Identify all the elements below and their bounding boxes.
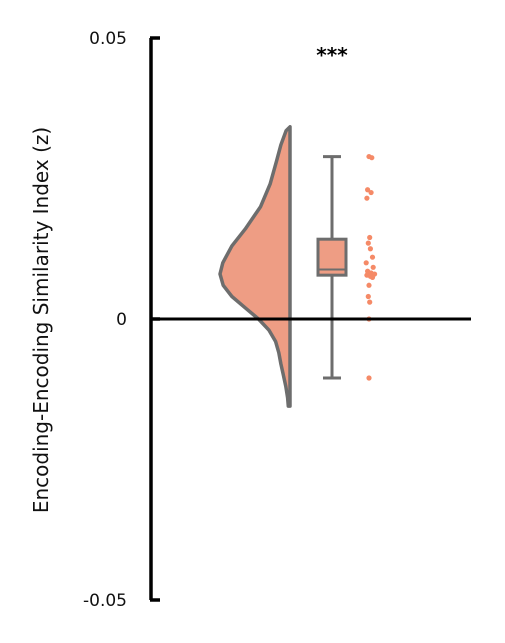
significance-marker: *** [316, 43, 348, 67]
density-half-violin [218, 125, 292, 408]
y-tick-label: 0 [116, 310, 127, 330]
boxplot [316, 155, 348, 380]
y-tick-label: 0.05 [89, 29, 127, 49]
data-point [367, 234, 373, 241]
data-point [370, 264, 376, 270]
data-point [369, 254, 376, 260]
data-point [367, 299, 373, 305]
data-points [363, 153, 378, 381]
data-point [366, 375, 372, 381]
data-point [363, 260, 369, 266]
data-point [365, 187, 371, 193]
data-point [364, 195, 370, 201]
y-axis-ticks: 0.05 0 -0.05 [83, 29, 160, 611]
y-axis-label: Encoding-Encoding Similarity Index (z) [29, 127, 53, 513]
data-point [367, 246, 373, 252]
data-point [366, 282, 372, 288]
data-point [369, 274, 376, 281]
data-point [365, 240, 371, 246]
plot-area [218, 125, 378, 408]
y-axis: 0.05 0 -0.05 [83, 29, 160, 611]
data-point [369, 155, 375, 161]
y-tick-label: -0.05 [83, 591, 127, 611]
data-point [368, 189, 374, 196]
data-point [365, 293, 371, 300]
